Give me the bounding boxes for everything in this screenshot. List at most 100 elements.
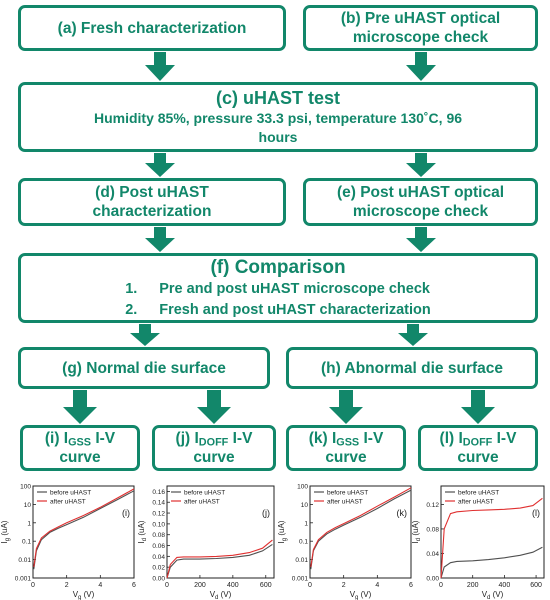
box-uhast-test: (c) uHAST test Humidity 85%, pressure 33…: [18, 82, 538, 152]
box-l-label-1: (l) IDOFF I-V: [440, 429, 517, 448]
y-tick-label: 0.02: [152, 565, 165, 572]
legend-label: before uHAST: [458, 490, 499, 497]
x-tick-label: 200: [467, 582, 479, 589]
box-i-label-1: (i) IGSS I-V: [45, 429, 115, 448]
series-line: [33, 490, 135, 570]
y-axis-label: Id (uA): [411, 520, 422, 543]
comparison-item: 1. Pre and post uHAST microscope check: [125, 279, 431, 300]
box-j-prefix: (j) I: [175, 430, 199, 447]
comparison-item-text: Pre and post uHAST microscope check: [159, 280, 430, 297]
box-normal-die-surface: (g) Normal die surface: [18, 347, 270, 389]
box-post-uhast-characterization: (d) Post uHAST characterization: [18, 178, 286, 226]
box-fresh-characterization: (a) Fresh characterization: [18, 5, 286, 51]
y-axis-label: Ig (uA): [277, 520, 288, 543]
arrow-c-to-e: [406, 153, 436, 177]
x-tick-label: 400: [499, 582, 511, 589]
y-tick-label: 0.1: [299, 539, 308, 546]
x-tick-label: 2: [342, 582, 346, 589]
box-c-conditions-2: hours: [258, 129, 298, 145]
box-l-label-2: curve: [457, 449, 499, 466]
y-tick-label: 0.00: [426, 576, 439, 583]
plot-i-igss-normal: 0 2 4 6 0.001 0.01 0.1 1 10 100 Vg (V) Ig (uA) befor…: [0, 484, 136, 600]
y-tick-label: 0.001: [292, 576, 309, 583]
y-tick-label: 100: [20, 484, 31, 491]
y-tick-label: 1: [304, 520, 308, 527]
box-j-label-1: (j) IDOFF I-V: [176, 429, 253, 448]
box-h-label: (h) Abnormal die surface: [320, 359, 503, 377]
box-l-prefix: (l) I: [439, 430, 463, 447]
y-tick-label: 0.04: [426, 551, 439, 558]
series-line: [166, 539, 273, 579]
panel-label: (i): [122, 508, 130, 518]
box-b-label-2: microscope check: [352, 29, 489, 46]
box-e-label-2: microscope check: [352, 203, 489, 220]
comparison-item-text: Fresh and post uHAST characterization: [159, 301, 431, 318]
plot-frame: [166, 485, 275, 579]
series-line: [310, 487, 412, 567]
panel-label: (k): [397, 508, 408, 518]
box-igss-iv-curve-abnormal: (k) IGSS I-V curve: [286, 425, 406, 471]
series-line: [440, 497, 543, 579]
plot-j-idoff-normal: 0 200 400 600 0.00 0.02 0.04 0.06 0.08 0.10 0.12 0.…: [137, 485, 275, 600]
box-pre-uhast-microscope: (b) Pre uHAST optical microscope check: [303, 5, 538, 51]
y-tick-label: 0.10: [152, 521, 165, 528]
y-tick-label: 10: [24, 502, 32, 509]
y-tick-label: 0.12: [426, 502, 439, 509]
box-abnormal-die-surface: (h) Abnormal die surface: [286, 347, 538, 389]
box-d-label-2: characterization: [92, 203, 212, 220]
box-a-label: (a) Fresh characterization: [57, 19, 247, 37]
comparison-list: 1. Pre and post uHAST microscope check 2.…: [125, 279, 431, 321]
y-tick-label: 0.001: [15, 576, 32, 583]
x-tick-label: 6: [132, 582, 136, 589]
arrow-h-to-k: [329, 390, 363, 424]
legend-label: before uHAST: [327, 490, 368, 497]
box-e-label-1: (e) Post uHAST optical: [336, 184, 505, 201]
plot-l-idoff-abnormal: 0 200 400 600 0.00 0.04 0.08 0.12 Vd (V) Id (uA) b…: [411, 485, 545, 600]
box-post-uhast-microscope: (e) Post uHAST optical microscope check: [303, 178, 538, 226]
y-tick-label: 0.01: [18, 557, 31, 564]
box-k-suffix: I-V: [359, 430, 384, 447]
x-axis-label: Vg (V): [73, 590, 95, 600]
box-l-suffix: I-V: [492, 430, 517, 447]
plot-frame: [309, 485, 412, 579]
x-tick-label: 400: [227, 582, 239, 589]
plot-k-igss-abnormal: 0 2 4 6 0.001 0.01 0.1 1 10 100 Vg (V) Ig (uA) befor…: [277, 484, 413, 600]
legend-label: before uHAST: [50, 490, 91, 497]
arrow-a-to-c: [145, 52, 175, 81]
box-j-sub: DOFF: [198, 436, 229, 449]
y-tick-label: 10: [301, 502, 309, 509]
box-idoff-iv-curve-normal: (j) IDOFF I-V curve: [152, 425, 276, 471]
box-i-label-2: curve: [59, 449, 101, 466]
y-tick-label: 0.04: [152, 554, 165, 561]
arrow-g-to-i: [63, 390, 97, 424]
arrow-g-to-j: [197, 390, 231, 424]
x-tick-label: 6: [409, 582, 413, 589]
y-tick-label: 1: [27, 520, 31, 527]
y-tick-label: 0.06: [152, 543, 165, 550]
x-tick-label: 600: [260, 582, 272, 589]
box-comparison: (f) Comparison 1. Pre and post uHAST micr…: [18, 253, 538, 323]
box-k-prefix: (k) I: [308, 430, 337, 447]
box-g-label: (g) Normal die surface: [62, 359, 226, 377]
series-line: [166, 543, 273, 579]
y-tick-label: 0.1: [22, 539, 31, 546]
x-axis-label: Vd (V): [210, 590, 232, 600]
panel-label: (l): [532, 508, 540, 518]
arrow-c-to-d: [145, 153, 175, 177]
box-c-title: (c) uHAST test: [215, 88, 340, 108]
arrow-f-to-g: [130, 324, 160, 346]
x-tick-label: 0: [31, 582, 35, 589]
legend-label: after uHAST: [458, 499, 494, 506]
x-tick-label: 4: [98, 582, 102, 589]
box-c-conditions: Humidity 85%, pressure 33.3 psi, tempera…: [93, 110, 463, 126]
comparison-item: 2. Fresh and post uHAST characterization: [125, 300, 431, 321]
arrow-f-to-h: [398, 324, 428, 346]
y-axis-label: Id (uA): [137, 520, 148, 543]
series-line: [310, 489, 412, 570]
x-tick-label: 2: [65, 582, 69, 589]
y-tick-label: 0.00: [152, 576, 165, 583]
panel-label: (j): [262, 508, 270, 518]
box-k-sub: GSS: [336, 436, 360, 449]
box-j-label-2: curve: [193, 449, 235, 466]
y-tick-label: 0.08: [152, 532, 165, 539]
